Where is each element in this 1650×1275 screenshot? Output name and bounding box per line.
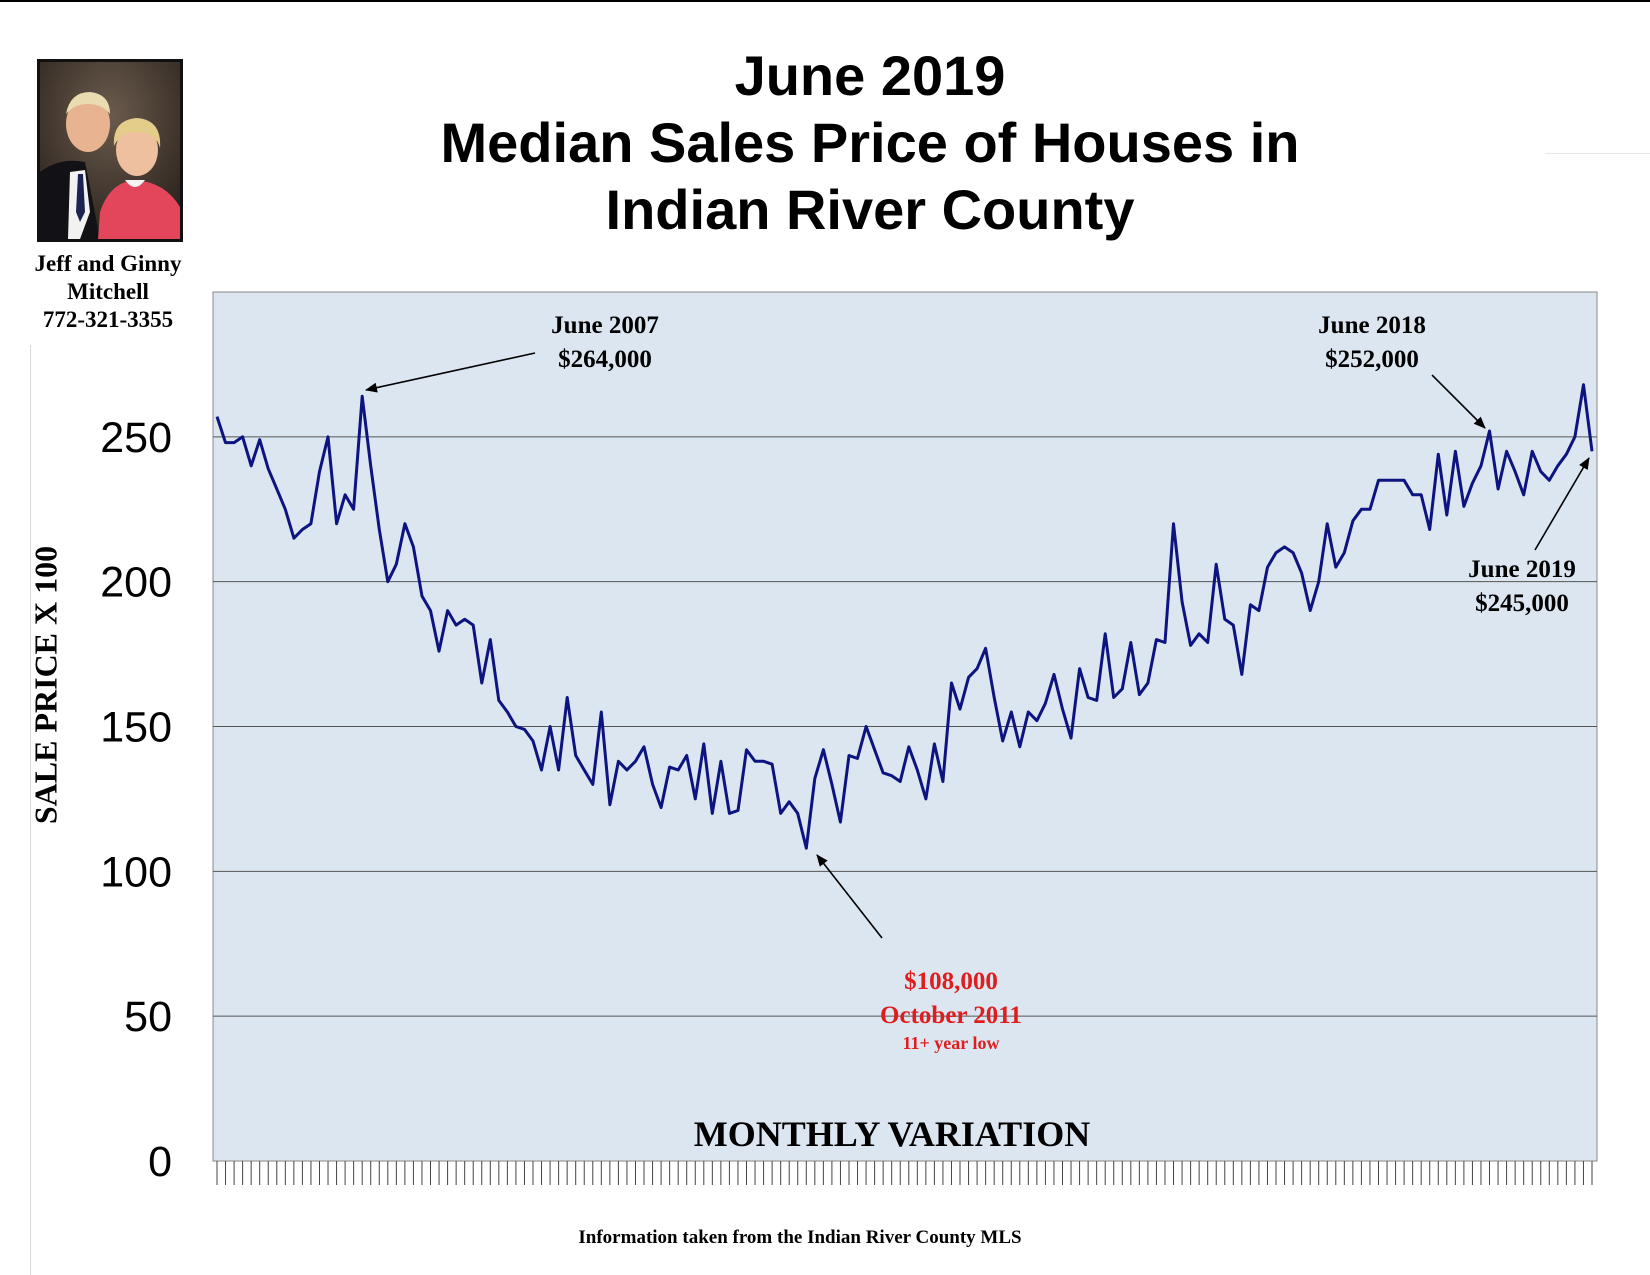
- chart-title: June 2019 Median Sales Price of Houses i…: [360, 42, 1380, 243]
- title-line-1: June 2019: [734, 44, 1006, 107]
- june-2019-value: $245,000: [1475, 590, 1569, 617]
- gridlines: [213, 436, 1597, 1017]
- y-tick-label: 150: [100, 704, 172, 752]
- y-tick-label: 0: [148, 1138, 172, 1186]
- june-2018-arrow: [1431, 374, 1486, 429]
- june-2019-date: June 2019: [1468, 556, 1576, 583]
- agent-name-line-2: Mitchell: [67, 279, 149, 304]
- agent-phone: 772-321-3355: [42, 307, 174, 332]
- agents-photo-illustration: [40, 62, 180, 239]
- y-tick-label: 50: [124, 993, 172, 1041]
- price-series-line: [215, 383, 1594, 850]
- y-tick-label: 200: [100, 559, 172, 607]
- low-2011-note: 11+ year low: [903, 1033, 1000, 1053]
- agent-contact: Jeff and Ginny Mitchell 772-321-3355: [10, 250, 206, 334]
- right-border-stub: [1545, 153, 1650, 154]
- low-2011-value: $108,000: [904, 968, 998, 995]
- peak-2007-date: June 2007: [551, 312, 659, 339]
- title-line-2: Median Sales Price of Houses in: [440, 111, 1300, 174]
- x-axis-label: MONTHLY VARIATION: [694, 1114, 1090, 1154]
- x-axis-ticks: [216, 1161, 1593, 1185]
- june-2018-date: June 2018: [1318, 312, 1426, 339]
- y-tick-label: 250: [100, 414, 172, 462]
- peak-2007-arrow: [365, 352, 536, 393]
- low-2011-arrow: [816, 854, 883, 939]
- agents-photo: [37, 59, 183, 242]
- low-2011-date: October 2011: [880, 1002, 1022, 1029]
- agent-name-line-1: Jeff and Ginny: [34, 251, 182, 276]
- june-2019-arrow: [1534, 457, 1590, 551]
- y-tick-label: 100: [100, 848, 172, 896]
- source-note: Information taken from the Indian River …: [578, 1227, 1022, 1248]
- left-border: [30, 345, 31, 1275]
- top-border: [0, 0, 1650, 2]
- june-2018-value: $252,000: [1325, 346, 1419, 373]
- peak-2007-value: $264,000: [558, 346, 652, 373]
- y-axis-ticks: 0 50 100 150 200 250: [100, 414, 172, 1186]
- title-line-3: Indian River County: [605, 178, 1135, 241]
